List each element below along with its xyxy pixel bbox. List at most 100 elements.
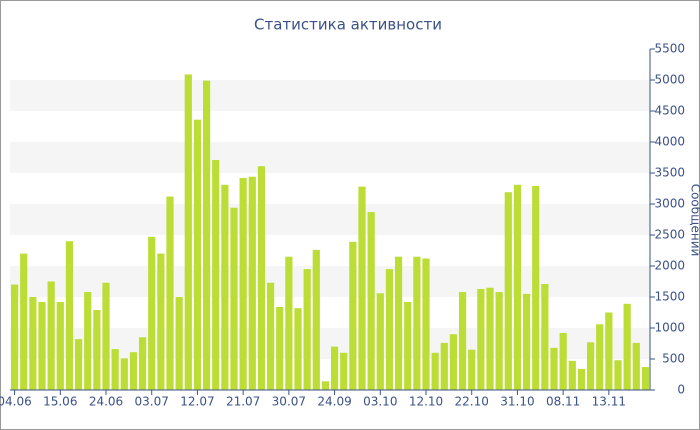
bar — [413, 256, 421, 390]
bar — [212, 159, 220, 390]
bar — [577, 368, 586, 390]
bar — [358, 186, 366, 390]
bar — [38, 301, 46, 390]
bar — [404, 301, 412, 390]
bar — [84, 292, 92, 390]
bar — [257, 166, 266, 390]
y-tick-label: 1000 — [654, 321, 685, 335]
bar — [138, 337, 147, 390]
bar — [513, 184, 522, 390]
bar — [568, 360, 576, 390]
grid-band — [10, 204, 650, 235]
y-tick-label: 500 — [662, 352, 685, 366]
x-tick-label: 12.07 — [180, 395, 214, 409]
grid-band — [10, 142, 650, 173]
bar — [111, 349, 119, 390]
bar — [266, 282, 275, 390]
bar — [56, 301, 64, 390]
y-tick-label: 2500 — [654, 228, 685, 242]
bar — [312, 249, 320, 390]
bar — [605, 312, 613, 390]
bar — [495, 292, 503, 390]
bar — [29, 297, 37, 390]
bar — [532, 186, 540, 390]
y-tick-label: 0 — [677, 383, 685, 397]
bar — [239, 177, 247, 390]
y-tick-label: 2000 — [654, 259, 685, 273]
bar — [230, 207, 238, 390]
bar — [285, 256, 293, 390]
bar — [102, 282, 110, 390]
y-tick-label: 5500 — [654, 42, 685, 56]
bar — [65, 241, 74, 390]
y-tick-label: 4000 — [654, 135, 685, 149]
bar — [321, 381, 330, 390]
bar — [93, 310, 101, 390]
bar — [586, 342, 595, 390]
plot — [10, 74, 650, 391]
x-tick-label: 15.06 — [43, 395, 77, 409]
bar — [596, 324, 604, 390]
x-tick-label: 13.11 — [592, 395, 626, 409]
bar — [129, 352, 138, 390]
bar — [248, 176, 256, 390]
bar — [148, 236, 156, 390]
y-tick-label: 3000 — [654, 197, 685, 211]
bar — [422, 258, 430, 390]
bar — [74, 339, 83, 390]
x-tick-label: 31.10 — [500, 395, 534, 409]
x-tick-label: 04.06 — [0, 395, 32, 409]
bar — [449, 334, 458, 390]
bar — [614, 360, 622, 390]
bar — [376, 293, 384, 390]
bar — [440, 342, 448, 390]
x-tick-label: 24.09 — [317, 395, 351, 409]
bar — [559, 332, 567, 390]
bar — [276, 306, 284, 390]
bar — [522, 293, 531, 390]
bar — [221, 184, 229, 390]
chart-title: Статистика активности — [254, 16, 442, 34]
bar — [504, 192, 512, 390]
bar — [330, 346, 339, 390]
bar — [303, 269, 311, 390]
x-tick-label: 21.07 — [226, 395, 260, 409]
x-tick-label: 30.07 — [272, 395, 306, 409]
bar — [157, 253, 165, 390]
bar — [367, 212, 375, 390]
x-tick-label: 12.10 — [409, 395, 443, 409]
bar — [468, 349, 476, 390]
x-tick-label: 08.11 — [546, 395, 580, 409]
bar — [10, 284, 19, 390]
bar — [550, 347, 558, 390]
bar — [394, 256, 403, 390]
bar — [175, 297, 183, 390]
y-tick-label: 5000 — [654, 73, 685, 87]
y-axis-label: Сообщений — [689, 184, 700, 257]
x-tick-label: 03.10 — [363, 395, 397, 409]
bar — [20, 253, 28, 390]
x-tick-label: 24.06 — [89, 395, 123, 409]
bar — [486, 287, 494, 390]
bar — [431, 352, 439, 390]
bar — [541, 283, 549, 390]
y-tick-label: 3500 — [654, 166, 685, 180]
bar — [294, 308, 302, 390]
grid-band — [10, 80, 650, 111]
bar — [340, 352, 348, 390]
bar — [47, 281, 55, 390]
bar — [184, 74, 192, 391]
bar — [166, 196, 174, 390]
bar — [477, 288, 485, 390]
bar — [458, 292, 467, 390]
bar — [623, 303, 631, 390]
bar — [385, 269, 394, 390]
x-tick-label: 03.07 — [135, 395, 169, 409]
bar — [120, 358, 128, 390]
bar — [193, 119, 202, 391]
bar — [641, 367, 650, 390]
bar — [349, 241, 357, 390]
x-tick-label: 22.10 — [455, 395, 489, 409]
y-tick-label: 1500 — [654, 290, 685, 304]
